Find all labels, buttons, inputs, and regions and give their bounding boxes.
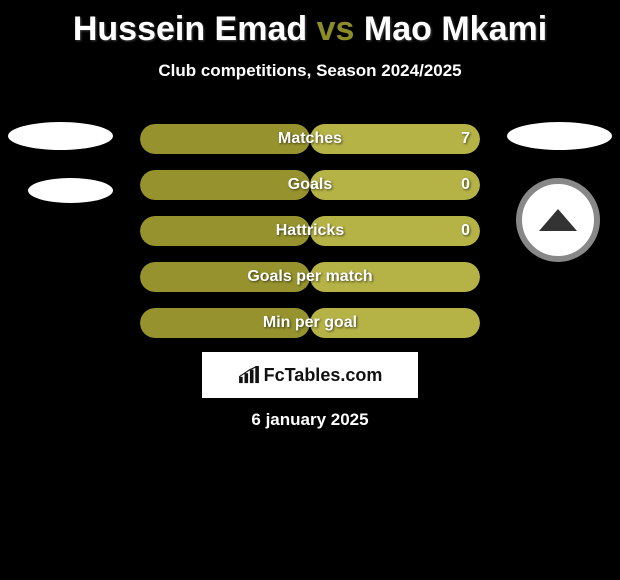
season-subtitle: Club competitions, Season 2024/2025: [0, 61, 620, 81]
stat-row: Min per goal: [140, 308, 480, 338]
vs-label: vs: [317, 10, 355, 48]
brand-box: FcTables.com: [202, 352, 418, 398]
stat-row: 0Hattricks: [140, 216, 480, 246]
stat-label: Goals per match: [140, 262, 480, 292]
brand-text: FcTables.com: [264, 365, 383, 386]
generated-date: 6 january 2025: [0, 410, 620, 430]
stats-chart: 7Matches 0Goals 0Hattricks Goals per match M…: [140, 124, 480, 354]
player1-photo-placeholder: [8, 122, 113, 150]
bar-chart-icon: [238, 366, 260, 384]
player1-club-placeholder: [28, 178, 113, 203]
stat-row: 7Matches: [140, 124, 480, 154]
player2-photo-placeholder: [507, 122, 612, 150]
player2-name: Mao Mkami: [364, 10, 547, 48]
player2-club-badge: [516, 178, 600, 262]
stat-label: Matches: [140, 124, 480, 154]
stat-label: Min per goal: [140, 308, 480, 338]
stat-row: Goals per match: [140, 262, 480, 292]
stat-label: Hattricks: [140, 216, 480, 246]
stat-label: Goals: [140, 170, 480, 200]
comparison-title: Hussein Emad vs Mao Mkami: [0, 0, 620, 49]
stat-row: 0Goals: [140, 170, 480, 200]
player1-name: Hussein Emad: [73, 10, 307, 48]
